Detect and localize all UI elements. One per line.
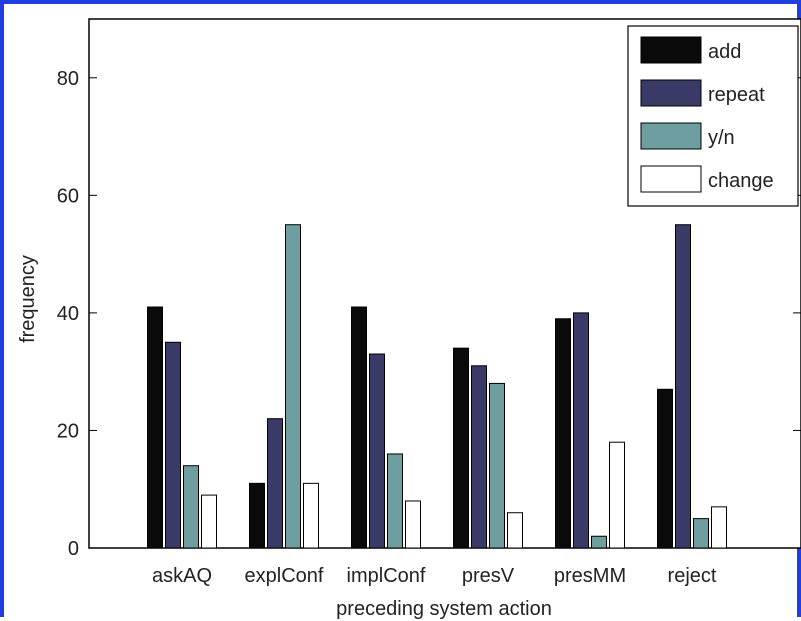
x-tick-label: presV xyxy=(462,565,515,587)
bar-explConf-add xyxy=(249,482,265,549)
y-tick-label: 40 xyxy=(57,303,79,325)
legend-label-repeat: repeat xyxy=(708,84,765,106)
y-tick-label: 20 xyxy=(57,420,79,442)
bar-askAQ-repeat xyxy=(165,341,181,549)
bar-explConf-change xyxy=(303,482,319,549)
x-tick-label: explConf xyxy=(245,565,324,587)
legend-label-yn: y/n xyxy=(708,127,735,149)
bar-askAQ-yn xyxy=(183,465,199,549)
y-tick-label: 0 xyxy=(68,538,79,560)
x-axis-ticks: askAQ explConf implConf presV presMM reject xyxy=(152,565,717,587)
bar-presV-change xyxy=(507,512,523,549)
legend-swatch-yn xyxy=(640,122,702,150)
bar-implConf-add xyxy=(351,306,367,549)
bar-reject-yn xyxy=(693,518,709,549)
bar-implConf-change xyxy=(405,500,421,549)
bar-presV-yn xyxy=(489,382,505,549)
bar-presMM-change xyxy=(609,441,625,549)
bar-implConf-yn xyxy=(387,453,403,549)
y-tick-label: 80 xyxy=(57,68,79,90)
bar-implConf-repeat xyxy=(369,353,385,549)
y-axis-label: frequency xyxy=(17,255,39,343)
bar-reject-repeat xyxy=(675,224,691,549)
bar-explConf-repeat xyxy=(267,418,283,549)
legend-swatch-repeat xyxy=(640,79,702,107)
bar-reject-add xyxy=(657,388,673,549)
grouped-bar-chart: 0 20 40 60 80 askAQ explConf implConf presV pres… xyxy=(17,18,801,620)
bar-presV-add xyxy=(453,347,469,549)
legend-label-change: change xyxy=(708,170,774,192)
bar-askAQ-change xyxy=(201,494,217,549)
y-axis-ticks: 0 20 40 60 80 xyxy=(57,68,801,560)
bar-reject-change xyxy=(711,506,727,549)
bar-askAQ-add xyxy=(147,306,163,549)
bar-presMM-repeat xyxy=(573,312,589,549)
bar-presMM-add xyxy=(555,318,571,549)
x-tick-label: reject xyxy=(668,565,717,587)
bar-explConf-yn xyxy=(285,224,301,549)
bars-layer xyxy=(147,224,727,549)
x-axis-label: preceding system action xyxy=(336,598,552,620)
y-tick-label: 60 xyxy=(57,185,79,207)
legend-label-add: add xyxy=(708,41,741,63)
x-tick-label: implConf xyxy=(347,565,426,587)
legend-swatch-add xyxy=(640,36,702,64)
legend: add repeat y/n change xyxy=(627,25,799,207)
x-tick-label: askAQ xyxy=(152,565,212,587)
bar-presV-repeat xyxy=(471,365,487,549)
x-tick-label: presMM xyxy=(554,565,626,587)
legend-swatch-change xyxy=(640,165,702,193)
bar-presMM-yn xyxy=(591,535,607,549)
